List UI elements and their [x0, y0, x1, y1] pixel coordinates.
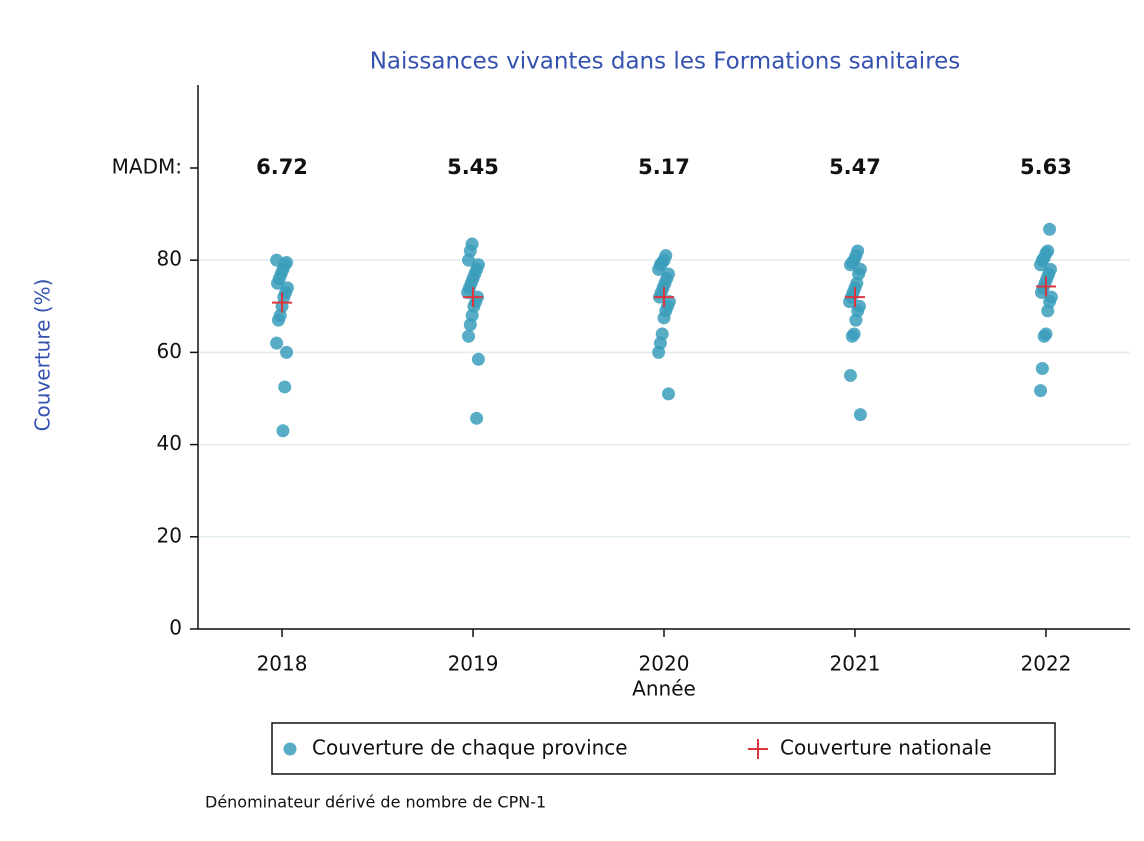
national-marker: [654, 287, 674, 308]
province-point: [853, 408, 867, 422]
national-marker: [844, 287, 865, 308]
province-point: [1037, 329, 1051, 343]
x-tick-label: 2022: [1021, 652, 1072, 676]
province-point: [843, 368, 857, 382]
province-point: [843, 258, 857, 272]
x-tick-label: 2021: [830, 652, 881, 676]
legend-box: [271, 722, 1056, 775]
province-point: [1034, 285, 1048, 299]
y-tick-label: 40: [157, 431, 182, 455]
province-point: [657, 311, 671, 325]
province-point: [278, 380, 292, 394]
national-marker: [1035, 276, 1056, 297]
note: Dénominateur dérivé de nombre de CPN-1: [205, 793, 546, 812]
province-point: [276, 424, 290, 438]
national-marker: [463, 287, 484, 308]
province-point: [271, 276, 285, 290]
province-point: [845, 329, 859, 343]
x-tick-label: 2018: [257, 652, 308, 676]
province-point: [471, 352, 485, 366]
province-point: [280, 345, 294, 359]
madm-value: 5.45: [447, 155, 499, 179]
national-marker: [272, 292, 293, 313]
madm-label: MADM:: [112, 155, 182, 179]
x-tick-label: 2020: [639, 652, 690, 676]
x-tick-label: 2019: [448, 652, 499, 676]
legend-marker: [283, 742, 297, 756]
legend-label: Couverture nationale: [780, 736, 992, 760]
madm-value: 6.72: [256, 155, 308, 179]
province-point: [652, 262, 666, 276]
province-point: [1034, 384, 1048, 398]
province-point: [652, 345, 666, 359]
madm-value: 5.63: [1020, 155, 1072, 179]
province-point: [463, 318, 477, 332]
province-point: [1035, 362, 1049, 376]
province-point: [1041, 304, 1055, 318]
madm-value: 5.17: [638, 155, 690, 179]
y-tick-label: 20: [157, 523, 182, 547]
y-tick-label: 80: [157, 247, 182, 271]
y-tick-label: 60: [157, 339, 182, 363]
province-point: [271, 313, 285, 327]
province-point: [662, 387, 675, 401]
y-tick-label: 0: [169, 616, 182, 640]
province-point: [849, 313, 863, 327]
x-axis-label: Année: [632, 677, 696, 701]
province-point: [843, 295, 857, 309]
chart-title: Naissances vivantes dans les Formations …: [370, 49, 961, 75]
province-point: [1034, 258, 1048, 272]
province-point: [461, 285, 475, 299]
madm-value: 5.47: [829, 155, 881, 179]
y-axis-label: Couverture (%): [31, 279, 55, 432]
legend-label: Couverture de chaque province: [312, 736, 628, 760]
province-point: [462, 253, 476, 267]
province-point: [1043, 222, 1057, 236]
legend-marker: [748, 739, 768, 759]
province-point: [462, 329, 476, 343]
province-point: [470, 411, 484, 425]
province-point: [270, 336, 284, 350]
